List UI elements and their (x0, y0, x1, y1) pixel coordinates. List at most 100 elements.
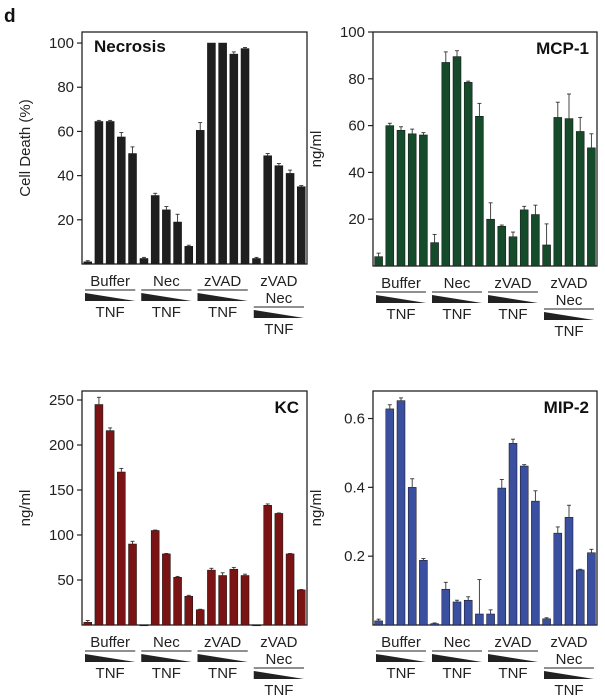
bar (184, 595, 194, 626)
tnf-label: TNF (208, 304, 237, 321)
tnf-gradient-wedge (197, 293, 248, 301)
bar (229, 53, 239, 265)
y-tick-label: 20 (57, 212, 74, 229)
chart-title: MCP-1 (536, 39, 589, 58)
bar (83, 622, 92, 626)
bar (207, 42, 216, 265)
tnf-gradient-wedge (253, 310, 304, 318)
y-tick-label: 60 (57, 123, 74, 140)
bar (240, 48, 250, 265)
bar (385, 408, 395, 626)
bar (396, 130, 406, 267)
plot-frame (81, 390, 308, 626)
bar (475, 613, 484, 626)
y-axis-label: ng/ml (17, 490, 34, 527)
bar (162, 553, 171, 626)
tnf-label: TNF (554, 682, 583, 699)
tnf-gradient-wedge (141, 293, 192, 301)
group-label: Nec (266, 651, 293, 668)
panel-letter: d (4, 6, 16, 27)
tnf-gradient-wedge (197, 654, 248, 662)
tnf-gradient-wedge (544, 312, 594, 320)
y-tick-label: 80 (57, 79, 74, 96)
tnf-label: TNF (152, 665, 181, 682)
bar (508, 443, 518, 626)
y-tick-label: 60 (348, 118, 365, 135)
group-label: Nec (444, 275, 471, 292)
bar (542, 244, 551, 267)
bar (430, 242, 439, 267)
chart-title: Necrosis (94, 37, 166, 56)
bar (374, 620, 383, 626)
bar (564, 517, 574, 626)
tnf-label: TNF (442, 665, 471, 682)
chart-panel: MCP-1 ng/ml 20 40 60 80 100 Buffer TNF Nec TNF zVAD… (308, 24, 598, 340)
bar (374, 256, 383, 267)
bar (263, 155, 272, 265)
tnf-gradient-wedge (141, 654, 192, 662)
tnf-label: TNF (498, 665, 527, 682)
plot-frame (372, 31, 598, 267)
group-label: Buffer (90, 273, 130, 290)
group-label: Nec (444, 634, 471, 651)
y-axis-label: ng/ml (308, 490, 325, 527)
y-tick-label: 100 (49, 527, 74, 544)
group-label: zVAD (260, 634, 297, 651)
tnf-label: TNF (386, 665, 415, 682)
group-label: zVAD (260, 273, 297, 290)
group-label: Buffer (90, 634, 130, 651)
tnf-gradient-wedge (544, 671, 594, 679)
bar (452, 601, 462, 626)
bar (252, 258, 261, 265)
bar (195, 130, 205, 265)
chart-panel: Necrosis Cell Death (%) 20 40 60 80 100 Buffer T… (17, 31, 308, 338)
tnf-gradient-wedge (376, 654, 426, 662)
bar (430, 623, 439, 626)
bar (274, 165, 284, 265)
bar (486, 218, 495, 267)
bar (117, 471, 126, 626)
group-label: Nec (153, 273, 180, 290)
tnf-gradient-wedge (432, 295, 482, 303)
tnf-gradient-wedge (488, 654, 538, 662)
bar (83, 261, 92, 265)
bar (553, 532, 563, 626)
tnf-gradient-wedge (376, 295, 426, 303)
tnf-label: TNF (264, 321, 293, 338)
group-label: zVAD (550, 634, 587, 651)
y-axis-label: Cell Death (%) (17, 99, 34, 197)
tnf-gradient-wedge (432, 654, 482, 662)
bar (497, 487, 507, 626)
bar (218, 42, 227, 265)
y-tick-label: 80 (348, 71, 365, 88)
bar (94, 121, 104, 265)
bar (229, 568, 239, 626)
bar (297, 589, 306, 626)
tnf-gradient-wedge (488, 295, 538, 303)
tnf-label: TNF (386, 306, 415, 323)
bar (139, 624, 149, 627)
bar (452, 56, 462, 267)
bar (486, 613, 495, 626)
tnf-label: TNF (498, 306, 527, 323)
bar (297, 186, 306, 265)
group-label: zVAD (204, 634, 241, 651)
bar (553, 117, 563, 267)
group-label: zVAD (204, 273, 241, 290)
bar (252, 624, 261, 627)
bar (128, 153, 137, 265)
bar (105, 121, 115, 265)
y-tick-label: 250 (49, 392, 74, 409)
group-label: zVAD (494, 634, 531, 651)
y-tick-label: 0.4 (344, 479, 365, 496)
bar (263, 505, 272, 626)
tnf-label: TNF (152, 304, 181, 321)
bar (385, 125, 395, 267)
bar (396, 400, 406, 626)
group-label: Nec (556, 651, 583, 668)
y-axis-label: ng/ml (308, 131, 325, 168)
bar (519, 465, 529, 626)
bar (240, 575, 250, 626)
bar (285, 173, 295, 265)
bar (150, 195, 160, 265)
